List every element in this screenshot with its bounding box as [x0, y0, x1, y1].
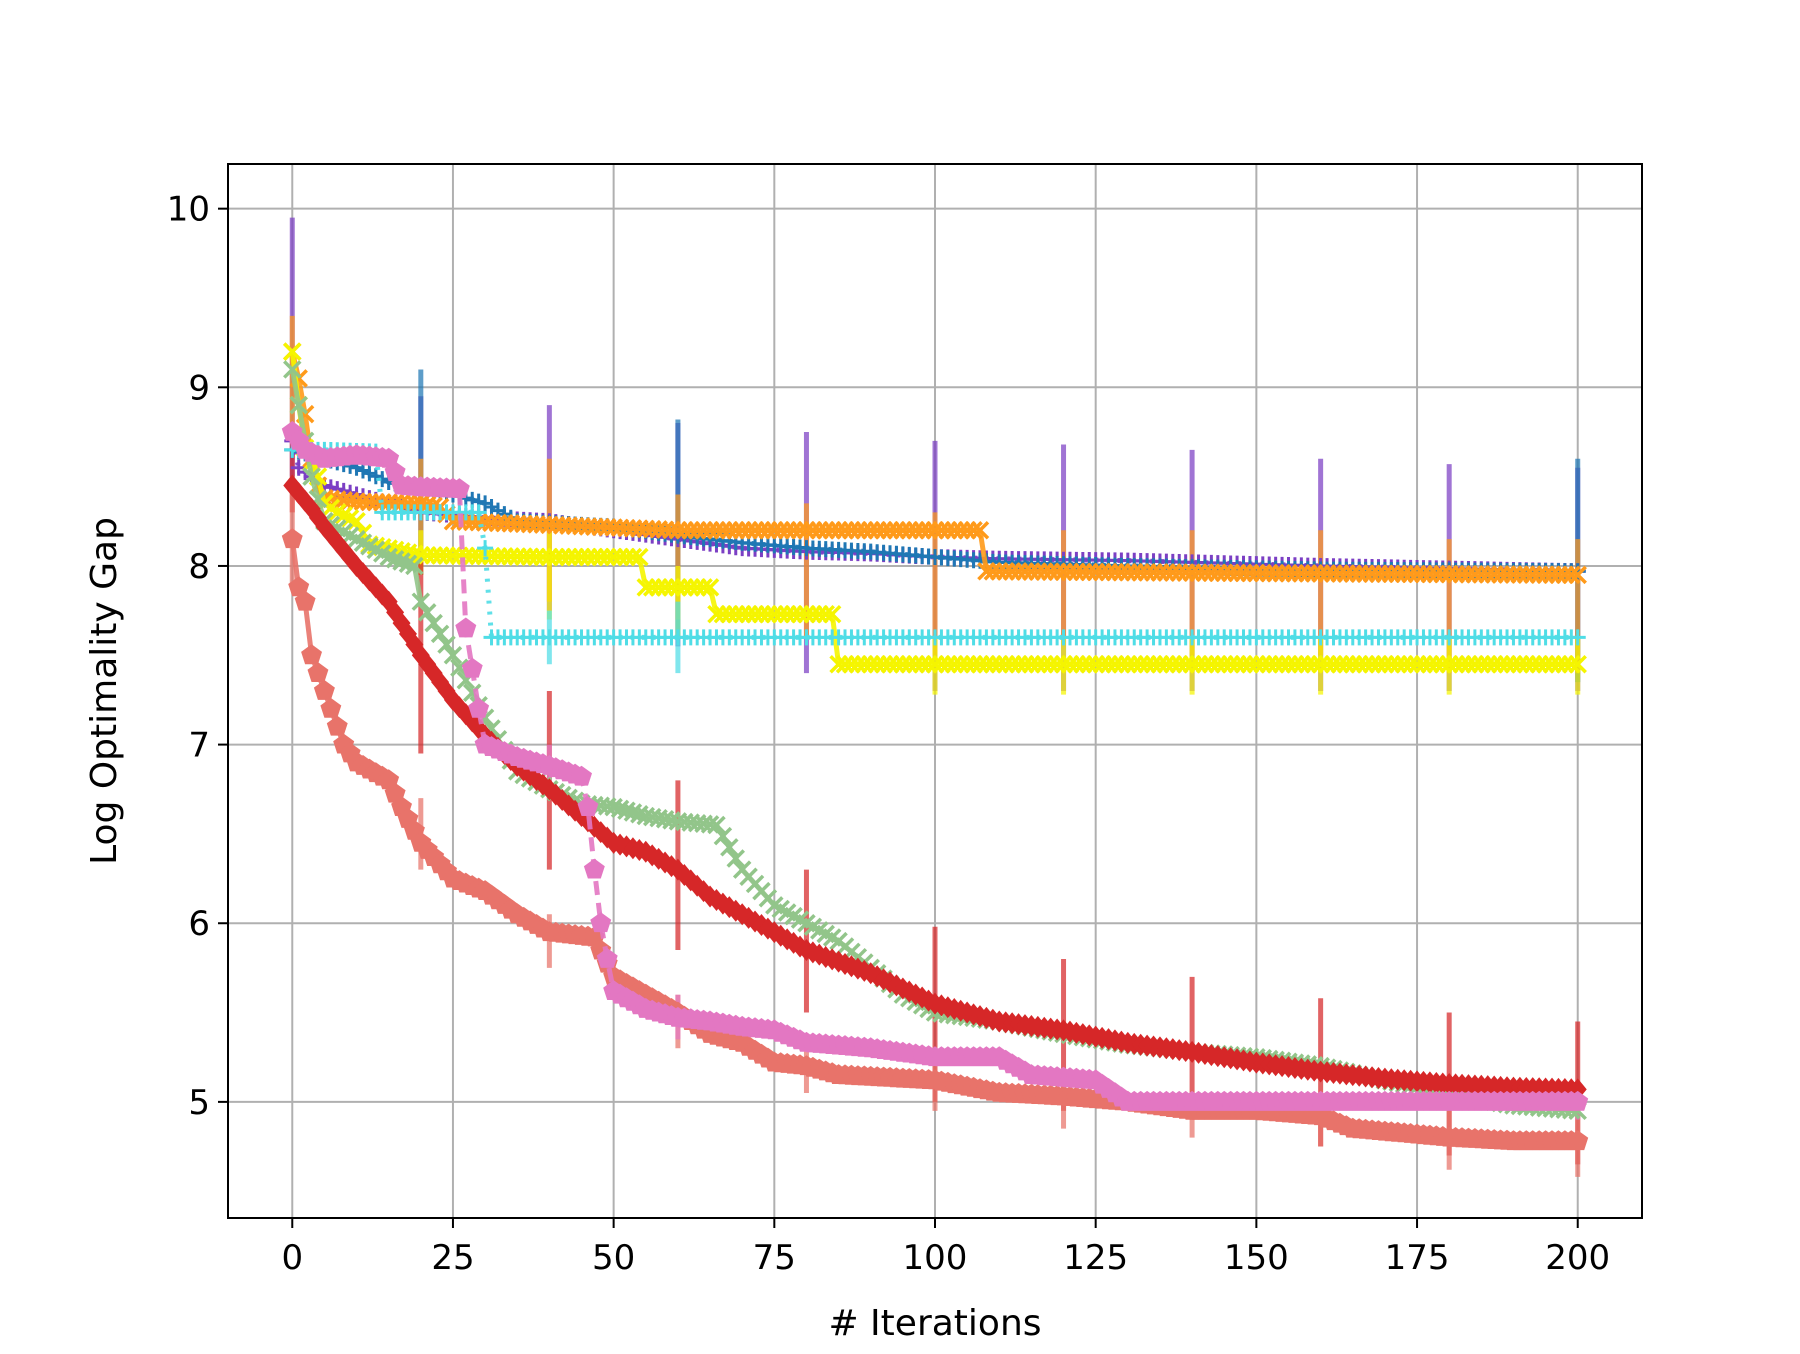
series-marker [443, 646, 463, 665]
series-marker [707, 815, 726, 835]
series-9 [281, 421, 1589, 1111]
series-marker [430, 624, 450, 644]
series-marker [288, 576, 310, 597]
series-marker [301, 644, 322, 665]
series-marker [289, 395, 308, 415]
series-marker [477, 540, 494, 557]
series-marker [405, 556, 424, 576]
series-marker [461, 657, 483, 678]
series-marker [455, 617, 477, 638]
series-marker [623, 547, 643, 567]
series-marker [1567, 1130, 1589, 1151]
series-marker [571, 765, 592, 786]
x-tick-label: 125 [1063, 1238, 1128, 1278]
x-tick-label: 200 [1545, 1238, 1610, 1278]
series-marker [283, 342, 302, 361]
series-marker [302, 497, 321, 520]
x-tick-label: 175 [1385, 1238, 1450, 1278]
series-marker [424, 613, 443, 633]
y-axis-label: Log Optimality Gap [84, 517, 125, 865]
series-marker [1562, 654, 1581, 674]
x-ticks: 0 25 50 75 100 125 150 175 200 [281, 1218, 1610, 1278]
x-tick-label: 150 [1224, 1238, 1289, 1278]
series-marker [418, 603, 437, 622]
series-marker [577, 796, 599, 816]
series-marker [720, 838, 739, 857]
y-tick-label: 5 [188, 1083, 210, 1123]
series-marker [448, 478, 470, 498]
series-group [281, 342, 1589, 1151]
series-marker [630, 547, 649, 567]
series-marker [283, 360, 302, 379]
series-marker [590, 912, 612, 933]
series-marker [313, 680, 335, 700]
x-tick-label: 50 [592, 1238, 635, 1278]
series-marker [1568, 654, 1587, 674]
series-marker [281, 528, 303, 549]
series-marker [468, 697, 490, 718]
y-ticks: 5 6 7 8 9 10 [167, 190, 228, 1123]
x-tick-label: 100 [903, 1238, 968, 1278]
x-tick-label: 25 [431, 1238, 474, 1278]
series-4 [283, 342, 1587, 674]
series-marker [596, 948, 618, 968]
y-tick-label: 10 [167, 190, 210, 230]
series-marker [302, 467, 321, 486]
series-marker [694, 578, 713, 597]
x-tick-label: 75 [753, 1238, 796, 1278]
series-marker [700, 578, 720, 597]
series-marker [320, 697, 342, 718]
x-axis-label: # Iterations [828, 1303, 1041, 1344]
series-marker [1569, 629, 1586, 646]
plot-area [227, 163, 1643, 1219]
series-7 [283, 474, 1587, 1101]
series-5 [284, 441, 1586, 646]
y-tick-label: 8 [188, 547, 210, 587]
series-marker [1562, 565, 1581, 585]
series-marker [294, 590, 316, 611]
y-tick-label: 6 [188, 904, 210, 944]
series-marker [307, 662, 329, 682]
series-marker [964, 520, 983, 540]
series-marker [816, 604, 835, 624]
series-marker [411, 592, 431, 611]
series-marker [713, 826, 733, 846]
series-marker [970, 520, 990, 540]
series-marker [1568, 565, 1587, 585]
series-marker [1567, 1090, 1589, 1111]
series-marker [822, 604, 842, 624]
series-marker [726, 849, 745, 868]
x-tick-label: 0 [281, 1238, 303, 1278]
series-marker [583, 858, 605, 879]
series-marker [326, 715, 348, 736]
series-marker [437, 635, 456, 654]
series-marker [470, 504, 487, 521]
y-tick-label: 7 [188, 726, 210, 766]
y-tick-label: 9 [188, 368, 210, 408]
